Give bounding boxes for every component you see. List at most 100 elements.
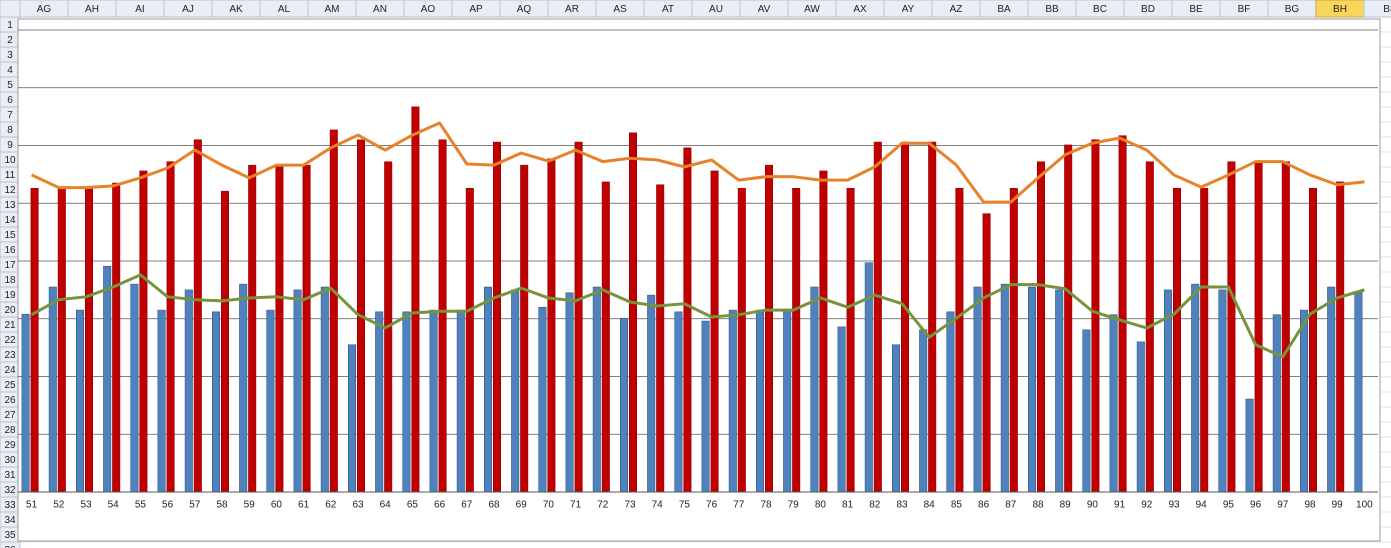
- bar: [221, 190, 229, 493]
- x-tick-label: 100: [1356, 500, 1373, 511]
- row-header[interactable]: 4: [7, 65, 13, 76]
- column-header[interactable]: AV: [758, 4, 771, 15]
- column-header[interactable]: AS: [613, 4, 627, 15]
- bar: [1082, 329, 1091, 493]
- x-tick-label: 71: [570, 500, 582, 511]
- bar: [21, 313, 30, 493]
- row-header[interactable]: 9: [7, 140, 13, 151]
- row-header[interactable]: 27: [4, 410, 16, 421]
- column-header[interactable]: AW: [804, 4, 820, 15]
- x-tick-label: 61: [298, 500, 310, 511]
- x-tick-label: 85: [951, 500, 963, 511]
- bar: [846, 187, 855, 493]
- column-header[interactable]: AQ: [517, 4, 532, 15]
- row-header[interactable]: 22: [4, 335, 16, 346]
- x-tick-label: 52: [53, 500, 65, 511]
- bar: [320, 286, 329, 493]
- row-header[interactable]: 31: [4, 470, 16, 481]
- column-header[interactable]: AL: [278, 4, 291, 15]
- row-header[interactable]: 24: [4, 365, 16, 376]
- bar: [1327, 286, 1336, 493]
- column-header[interactable]: BG: [1285, 4, 1300, 15]
- row-header[interactable]: 28: [4, 425, 16, 436]
- bar: [1254, 161, 1263, 493]
- x-tick-label: 69: [516, 500, 528, 511]
- row-header[interactable]: 11: [5, 170, 16, 181]
- bar: [493, 141, 501, 493]
- column-header[interactable]: AJ: [182, 4, 194, 15]
- bar: [710, 170, 719, 493]
- row-header[interactable]: 29: [4, 440, 16, 451]
- row-header[interactable]: 26: [4, 395, 16, 406]
- row-header[interactable]: 16: [4, 245, 16, 256]
- row-header[interactable]: 10: [4, 155, 16, 166]
- column-header[interactable]: BE: [1189, 4, 1203, 15]
- column-header[interactable]: AT: [662, 4, 674, 15]
- column-header[interactable]: AO: [421, 4, 436, 15]
- x-tick-label: 76: [706, 500, 718, 511]
- column-header[interactable]: BI: [1383, 4, 1391, 15]
- bar: [601, 181, 610, 493]
- row-header[interactable]: 34: [4, 515, 16, 526]
- row-header[interactable]: 17: [4, 260, 16, 271]
- bar: [919, 329, 928, 493]
- column-header[interactable]: BH: [1333, 4, 1347, 15]
- row-header[interactable]: 20: [4, 305, 16, 316]
- column-header[interactable]: AH: [85, 4, 99, 15]
- row-header[interactable]: 36: [4, 545, 16, 548]
- row-header[interactable]: 14: [4, 215, 16, 226]
- x-tick-label: 97: [1277, 500, 1289, 511]
- bar: [538, 306, 547, 493]
- column-header[interactable]: AX: [853, 4, 867, 15]
- bar: [57, 187, 66, 493]
- column-header[interactable]: BA: [997, 4, 1011, 15]
- row-header[interactable]: 32: [4, 485, 16, 496]
- column-header[interactable]: AY: [902, 4, 915, 15]
- column-header[interactable]: AM: [325, 4, 340, 15]
- bar: [465, 187, 474, 493]
- row-header[interactable]: 12: [4, 185, 16, 196]
- column-header[interactable]: AK: [229, 4, 243, 15]
- column-header[interactable]: BC: [1093, 4, 1107, 15]
- bar: [982, 213, 991, 493]
- row-header[interactable]: 30: [4, 455, 16, 466]
- row-header[interactable]: 25: [4, 380, 16, 391]
- bar: [1200, 187, 1209, 493]
- bar: [1009, 187, 1018, 493]
- bar: [683, 147, 692, 493]
- column-header[interactable]: AI: [135, 4, 144, 15]
- row-header[interactable]: 33: [4, 500, 16, 511]
- column-header[interactable]: AR: [565, 4, 579, 15]
- row-header[interactable]: 6: [7, 95, 13, 106]
- row-header[interactable]: 23: [4, 350, 16, 361]
- row-header[interactable]: 5: [7, 80, 13, 91]
- column-header[interactable]: AU: [709, 4, 723, 15]
- column-header[interactable]: BB: [1045, 4, 1059, 15]
- row-header[interactable]: 8: [7, 125, 13, 136]
- row-header[interactable]: 13: [4, 200, 16, 211]
- bar: [674, 311, 683, 493]
- x-tick-label: 60: [271, 500, 283, 511]
- row-header[interactable]: 7: [7, 110, 13, 121]
- row-header[interactable]: 35: [4, 530, 16, 541]
- row-header[interactable]: 15: [4, 230, 16, 241]
- row-header[interactable]: 18: [4, 275, 16, 286]
- column-header[interactable]: BF: [1238, 4, 1251, 15]
- row-header[interactable]: 19: [4, 290, 16, 301]
- column-header[interactable]: BD: [1141, 4, 1155, 15]
- column-header[interactable]: AG: [37, 4, 52, 15]
- bar: [547, 158, 556, 493]
- bar: [565, 292, 574, 493]
- bar: [592, 286, 601, 493]
- row-header[interactable]: 1: [7, 20, 13, 31]
- bar: [873, 141, 882, 493]
- bar: [193, 139, 202, 493]
- row-header[interactable]: 2: [7, 35, 13, 46]
- column-header-cell[interactable]: [1363, 0, 1391, 18]
- row-header-cell[interactable]: [0, 541, 21, 548]
- column-header[interactable]: AZ: [950, 4, 963, 15]
- column-header[interactable]: AP: [469, 4, 483, 15]
- row-header[interactable]: 3: [7, 50, 13, 61]
- row-header[interactable]: 21: [4, 320, 16, 331]
- column-header[interactable]: AN: [373, 4, 387, 15]
